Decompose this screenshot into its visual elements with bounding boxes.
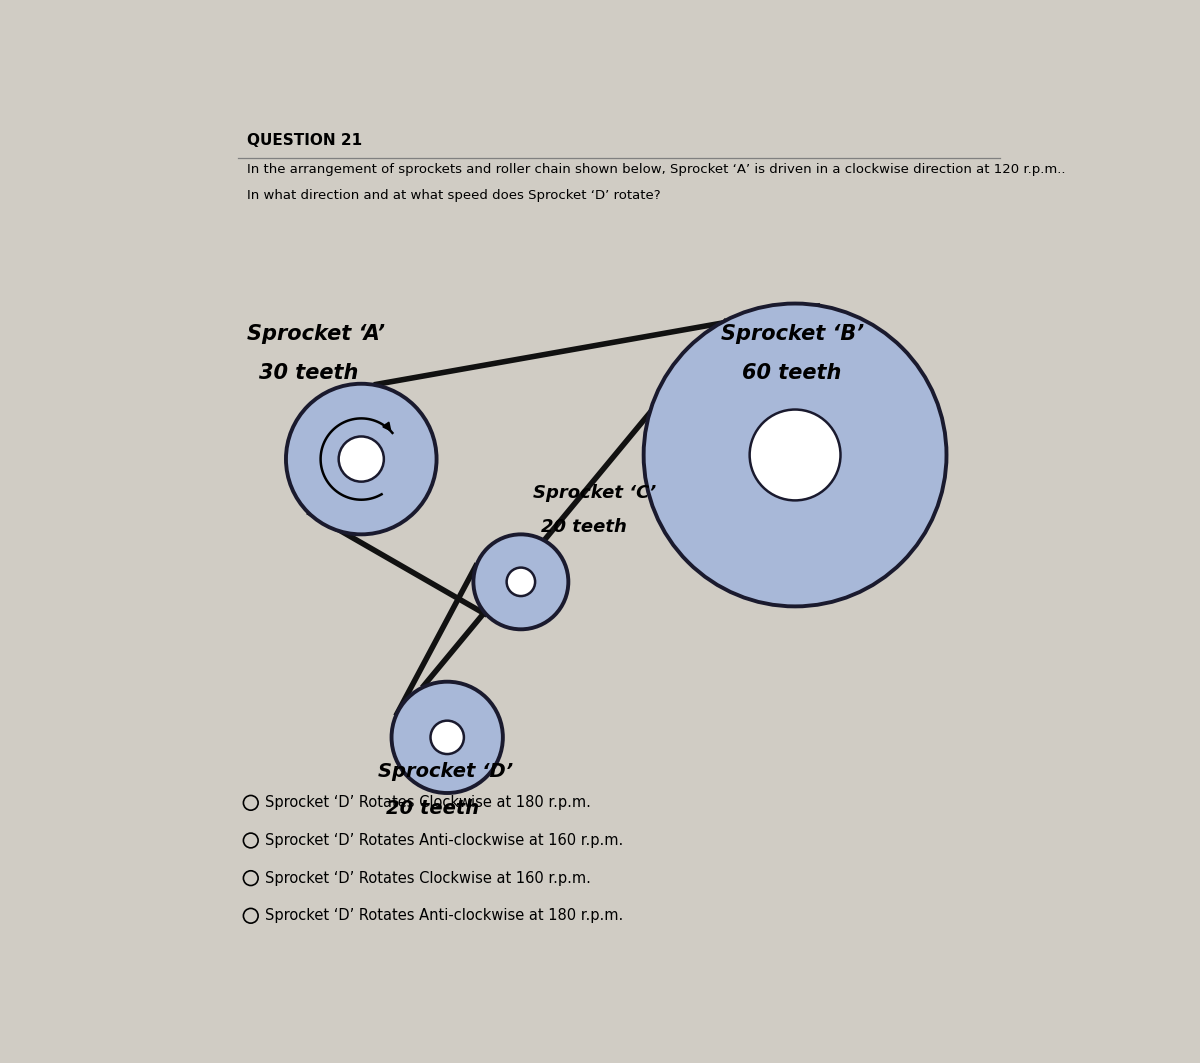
Text: 30 teeth: 30 teeth <box>259 364 359 384</box>
Text: Sprocket ‘B’: Sprocket ‘B’ <box>721 324 864 344</box>
Text: Sprocket ‘D’ Rotates Clockwise at 180 r.p.m.: Sprocket ‘D’ Rotates Clockwise at 180 r.… <box>265 795 592 810</box>
Circle shape <box>286 384 437 535</box>
Text: 20 teeth: 20 teeth <box>386 798 479 817</box>
Text: Sprocket ‘D’ Rotates Clockwise at 160 r.p.m.: Sprocket ‘D’ Rotates Clockwise at 160 r.… <box>265 871 592 885</box>
Circle shape <box>506 568 535 596</box>
Text: 60 teeth: 60 teeth <box>742 364 841 384</box>
Circle shape <box>338 437 384 482</box>
Circle shape <box>643 304 947 606</box>
Text: Sprocket ‘A’: Sprocket ‘A’ <box>247 324 385 344</box>
Text: Sprocket ‘D’ Rotates Anti-clockwise at 180 r.p.m.: Sprocket ‘D’ Rotates Anti-clockwise at 1… <box>265 908 624 924</box>
Text: In what direction and at what speed does Sprocket ‘D’ rotate?: In what direction and at what speed does… <box>247 189 660 202</box>
Text: Sprocket ‘C’: Sprocket ‘C’ <box>533 484 656 502</box>
Circle shape <box>391 681 503 793</box>
Circle shape <box>473 535 569 629</box>
Text: Sprocket ‘D’ Rotates Anti-clockwise at 160 r.p.m.: Sprocket ‘D’ Rotates Anti-clockwise at 1… <box>265 833 624 848</box>
Text: Sprocket ‘D’: Sprocket ‘D’ <box>378 762 512 781</box>
Text: 20 teeth: 20 teeth <box>541 518 628 536</box>
Circle shape <box>750 409 840 501</box>
Text: QUESTION 21: QUESTION 21 <box>247 133 361 149</box>
Text: In the arrangement of sprockets and roller chain shown below, Sprocket ‘A’ is dr: In the arrangement of sprockets and roll… <box>247 163 1066 175</box>
Circle shape <box>431 721 464 754</box>
